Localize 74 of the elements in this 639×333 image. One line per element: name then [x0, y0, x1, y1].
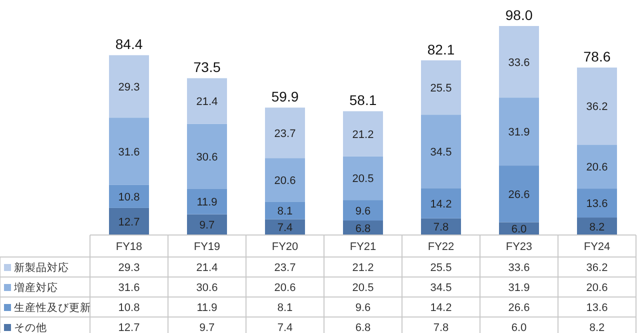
text: 11.9 [196, 196, 218, 209]
data-label: 30.6 [196, 282, 218, 294]
data-label: 7.4 [277, 322, 293, 333]
x-tick-label: FY22 [428, 241, 454, 253]
text: 9.7 [199, 220, 215, 232]
text: 7.4 [277, 222, 293, 234]
data-label: 14.2 [430, 302, 452, 314]
data-label: 20.6 [274, 282, 296, 294]
data-label: 9.7 [199, 322, 215, 333]
text: 7.8 [433, 222, 449, 234]
text: 20.6 [586, 162, 608, 174]
text: 25.5 [430, 82, 452, 94]
text: 9.6 [355, 205, 371, 218]
data-label: 29.3 [118, 262, 140, 274]
text: 23.7 [274, 128, 296, 140]
data-label: 20.6 [586, 282, 608, 294]
text: 12.7 [118, 216, 140, 228]
data-label: 11.9 [196, 302, 218, 314]
data-label: 34.5 [430, 282, 452, 294]
data-label: 25.5 [430, 262, 452, 274]
x-tick-label: FY19 [194, 241, 220, 253]
text: 26.6 [508, 188, 530, 201]
data-label: 10.8 [118, 302, 140, 314]
total-label: 78.6 [583, 48, 611, 65]
text: 14.2 [430, 198, 452, 210]
data-label: 31.6 [118, 282, 140, 294]
data-label: 36.2 [586, 262, 608, 274]
data-label: 20.5 [352, 282, 374, 294]
text: 10.8 [118, 191, 140, 204]
data-label: 23.7 [274, 262, 296, 274]
total-label: 98.0 [505, 7, 533, 23]
total-label: 73.5 [193, 59, 221, 76]
text: 21.2 [352, 128, 374, 141]
legend-label: その他 [14, 322, 47, 333]
data-label: 21.2 [352, 262, 374, 274]
x-tick-label: FY18 [116, 241, 142, 253]
text: 34.5 [430, 146, 452, 158]
text: 6.8 [355, 222, 371, 235]
x-tick-label: FY24 [584, 241, 610, 253]
x-tick-label: FY23 [506, 241, 532, 253]
data-label: 8.2 [589, 322, 605, 333]
data-label: 13.6 [586, 302, 608, 314]
data-label: 33.6 [508, 262, 530, 274]
data-label: 31.9 [508, 282, 530, 294]
data-label: 26.6 [508, 302, 530, 314]
x-tick-label: FY21 [350, 241, 376, 253]
legend-label: 増産対応 [13, 281, 58, 294]
text: 13.6 [586, 198, 608, 210]
data-label: 6.8 [355, 322, 371, 333]
text: 31.9 [508, 126, 530, 139]
total-label: 59.9 [271, 88, 299, 105]
text: 20.6 [274, 175, 296, 188]
x-tick-label: FY20 [272, 241, 298, 253]
text: 31.6 [118, 146, 140, 158]
data-label: 21.4 [196, 262, 218, 274]
text: 21.4 [196, 96, 218, 108]
legend-label: 生産性及び更新 [14, 301, 91, 314]
text: 33.6 [508, 56, 530, 69]
text: 29.3 [118, 81, 140, 94]
data-label: 12.7 [118, 322, 140, 333]
text: 36.2 [586, 101, 608, 114]
data-label: 6.0 [511, 322, 527, 333]
text: 30.6 [196, 151, 218, 164]
total-label: 84.4 [115, 36, 143, 52]
data-label: 8.1 [277, 302, 293, 314]
text: 8.2 [589, 221, 605, 234]
data-label: 9.6 [355, 302, 371, 314]
data-label: 7.8 [433, 322, 449, 333]
total-label: 82.1 [427, 41, 455, 58]
legend-label: 新製品対応 [14, 261, 69, 274]
total-label: 58.1 [349, 92, 377, 108]
text: 20.5 [352, 173, 374, 186]
text: 8.1 [277, 206, 293, 218]
text: 6.0 [511, 224, 527, 236]
